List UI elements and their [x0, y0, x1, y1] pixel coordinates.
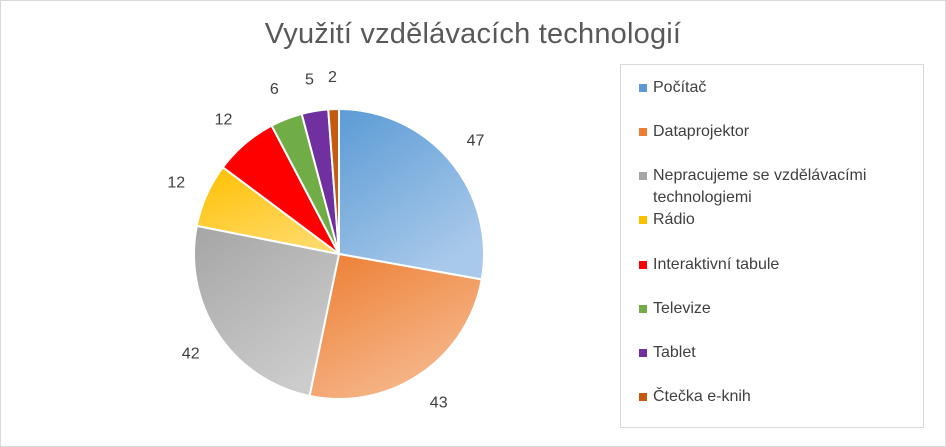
pie-slice-dataprojektor	[308, 252, 483, 400]
data-label-interaktivni-tabule: 12	[215, 112, 233, 129]
data-label-dataprojektor: 43	[430, 394, 448, 411]
legend-item-pocitac: Počítač	[639, 77, 919, 99]
legend-swatch-interaktivni-tabule	[639, 261, 647, 269]
data-label-pocitac: 47	[467, 133, 485, 150]
legend-label: Dataprojektor	[653, 123, 750, 140]
legend-label: Čtečka e-knih	[653, 388, 751, 405]
data-label-tablet: 5	[305, 72, 314, 89]
legend-swatch-televize	[639, 305, 647, 313]
legend-label: Nepracujeme se vzdělávacími technologiem…	[653, 167, 867, 206]
data-label-ctecka-e-knih: 2	[328, 69, 337, 86]
legend-item-interaktivni-tabule: Interaktivní tabule	[639, 254, 919, 276]
legend-swatch-radio	[639, 216, 647, 224]
pie-slice-ctecka-e-knih	[327, 107, 340, 255]
legend-swatch-nepracujeme	[639, 172, 647, 180]
legend-label: Televize	[653, 300, 711, 317]
legend-label: Rádio	[653, 211, 695, 228]
data-label-televize: 6	[270, 81, 279, 98]
legend-item-ctecka-e-knih: Čtečka e-knih	[639, 386, 919, 408]
legend-label: Počítač	[653, 79, 707, 96]
legend-label: Tablet	[653, 344, 696, 361]
legend: Počítač Dataprojektor Nepracujeme se vzd…	[620, 64, 924, 428]
legend-item-dataprojektor: Dataprojektor	[639, 121, 919, 143]
data-label-radio: 12	[167, 175, 185, 192]
pie-slice-pocitac	[338, 107, 485, 281]
legend-swatch-ctecka-e-knih	[639, 393, 647, 401]
legend-label: Interaktivní tabule	[653, 256, 780, 273]
pie-data-labels: 47 43 42 12 12 6 5 2	[167, 69, 484, 411]
data-label-nepracujeme: 42	[182, 345, 200, 362]
legend-item-nepracujeme: Nepracujeme se vzdělávacími technologiem…	[639, 165, 919, 209]
legend-item-radio: Rádio	[639, 209, 919, 231]
legend-swatch-dataprojektor	[639, 128, 647, 136]
legend-item-televize: Televize	[639, 298, 919, 320]
legend-item-tablet: Tablet	[639, 342, 919, 364]
chart-title: Využití vzdělávacích technologií	[264, 18, 682, 50]
pie-slice-nepracujeme	[193, 224, 341, 398]
pie-slices	[193, 107, 485, 400]
legend-swatch-pocitac	[639, 84, 647, 92]
legend-swatch-tablet	[639, 349, 647, 357]
